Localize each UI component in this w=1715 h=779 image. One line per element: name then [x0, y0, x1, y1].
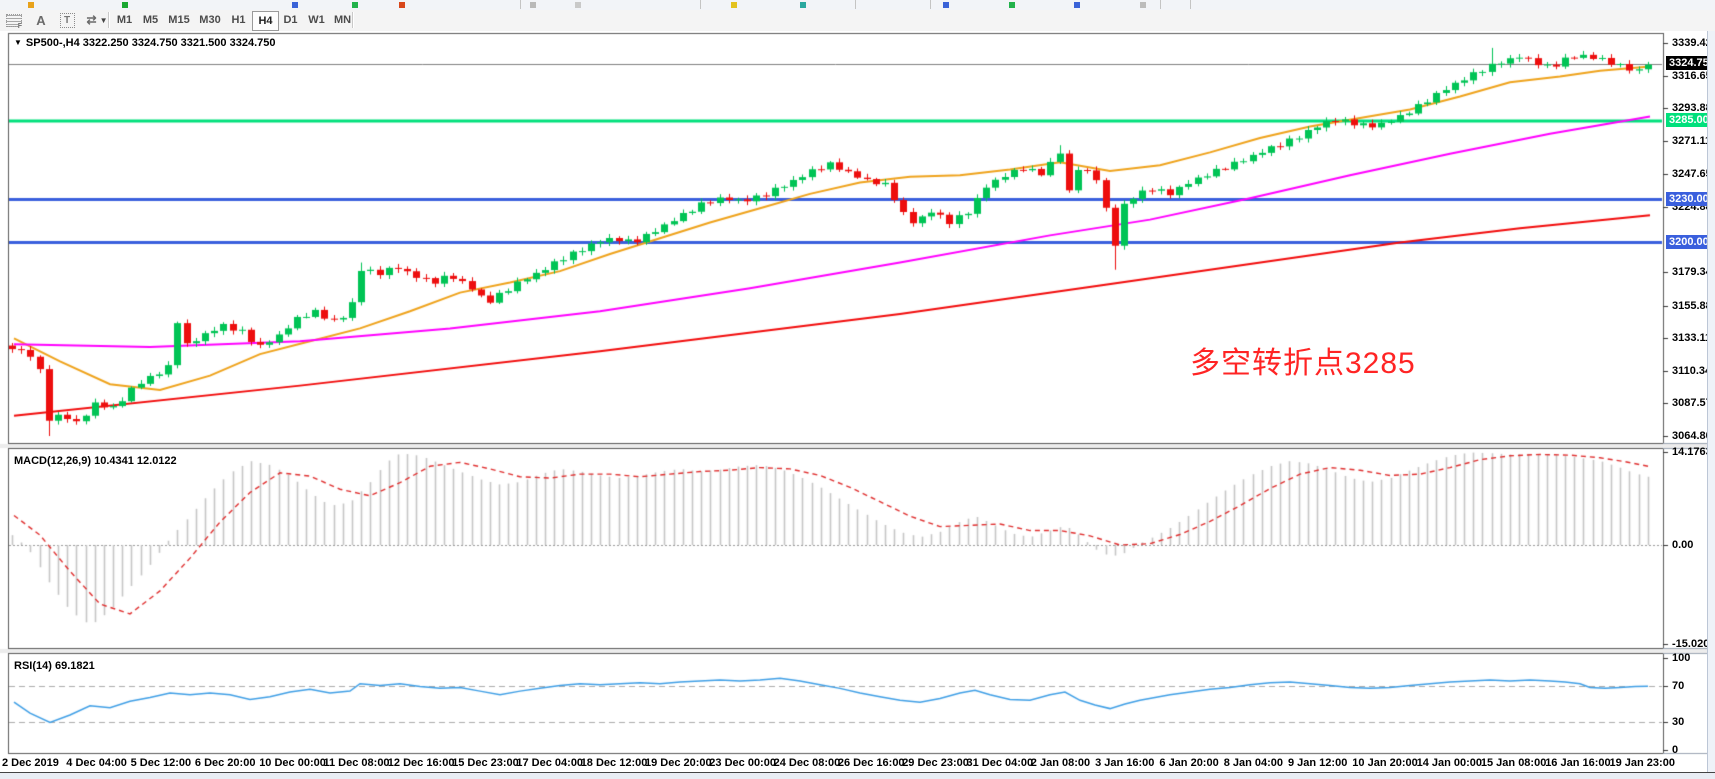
toolbar-separator	[930, 0, 931, 9]
time-tick-label: 5 Dec 12:00	[130, 757, 192, 769]
toolbar-fragment-icon	[731, 2, 737, 8]
time-tick-label: 19 Dec 20:00	[645, 757, 712, 769]
price-tick-label: 3087.570	[1672, 397, 1715, 410]
timeframe-button-mn[interactable]: MN	[333, 14, 352, 26]
time-tick-label: 16 Jan 16:00	[1545, 757, 1611, 769]
price-tick-label: 3064.800	[1672, 430, 1715, 442]
toolbar-separator	[700, 0, 701, 9]
rsi-scale-label: 30	[1672, 716, 1685, 729]
toolbar-fragment-icon	[292, 2, 298, 8]
timeframe-button-d1[interactable]: D1	[283, 14, 298, 26]
price-tick-label: 3110.340	[1672, 364, 1715, 377]
arrows-glyph: ⇄	[86, 13, 97, 27]
time-tick-label: 4 Dec 04:00	[66, 757, 127, 769]
draw-arrows-icon[interactable]: ⇄ ▼	[82, 11, 112, 29]
toolbar-fragment-icon	[352, 2, 358, 8]
toolbar-separator	[108, 12, 109, 28]
time-tick-label: 26 Dec 16:00	[837, 757, 905, 769]
price-tick-label: 3293.880	[1672, 102, 1715, 115]
rsi-scale-label: 100	[1672, 652, 1691, 664]
time-tick-label: 3 Jan 16:00	[1095, 757, 1155, 769]
price-level-tag: 3230.000	[1666, 191, 1715, 206]
grid-icon: F	[6, 13, 22, 30]
timeframe-button-m5[interactable]: M5	[142, 14, 159, 26]
toolbar-separator	[520, 0, 521, 9]
indicator-grid-icon[interactable]: F	[3, 11, 25, 30]
macd-scale-label: 0.00	[1672, 539, 1694, 551]
chart-client-area: ▼ SP500-,H4 3322.250 3324.750 3321.500 33…	[0, 31, 1715, 779]
chart-annotation-text: 多空转折点3285	[1190, 347, 1416, 380]
timeframe-button-m15[interactable]: M15	[168, 14, 190, 26]
chart-canvas[interactable]	[0, 31, 1715, 779]
toolbar-fragment-icon	[943, 2, 949, 8]
timeframe-button-m30[interactable]: M30	[199, 14, 221, 26]
time-tick-label: 11 Dec 08:00	[323, 757, 390, 769]
time-tick-label: 18 Dec 12:00	[580, 757, 648, 769]
window-right-frame	[1707, 31, 1715, 779]
time-tick-label: 19 Jan 23:00	[1609, 757, 1675, 769]
toolbar-fragment-icon	[28, 2, 34, 8]
toolbar-fragment-icon	[575, 2, 581, 8]
chart-toolbar: F A T ⇄ ▼ M1 M5 M15 M30 H1 H4 D1 W1 MN	[0, 10, 1715, 32]
text-label-icon[interactable]: A	[36, 12, 46, 28]
text-box-icon[interactable]: T	[56, 11, 78, 29]
price-tick-label: 3247.650	[1672, 168, 1715, 181]
time-tick-label: 17 Dec 04:00	[516, 757, 584, 769]
time-tick-label: 29 Dec 23:00	[902, 757, 969, 769]
time-tick-label: 10 Dec 00:00	[259, 757, 326, 769]
time-tick-label: 12 Dec 16:00	[387, 757, 455, 769]
time-tick-label: 2 Jan 08:00	[1030, 757, 1091, 769]
dropdown-caret-icon[interactable]: ▼	[99, 15, 108, 25]
toolbar-fragment-icon	[399, 2, 405, 8]
macd-scale-label: 14.1763	[1672, 446, 1712, 458]
toolbar-separator	[352, 12, 353, 28]
time-tick-label: 6 Dec 20:00	[194, 757, 256, 769]
time-tick-label: 14 Jan 00:00	[1416, 757, 1483, 769]
price-tick-label: 3179.340	[1672, 266, 1715, 279]
window-bottom-frame	[0, 772, 1715, 779]
price-tick-label: 3155.880	[1672, 299, 1715, 312]
price-level-tag: 3285.000	[1666, 112, 1715, 127]
symbol-collapse-icon[interactable]: ▼	[14, 38, 22, 47]
toolbar-separator	[855, 0, 856, 9]
price-tick-label: 3133.110	[1672, 332, 1715, 345]
timeframe-button-h1[interactable]: H1	[231, 14, 246, 26]
toolbar-fragment-icon	[530, 2, 536, 8]
toolbar-fragment-icon	[1074, 2, 1080, 8]
time-tick-label: 15 Dec 23:00	[452, 757, 519, 769]
time-tick-label: 6 Jan 20:00	[1159, 757, 1219, 769]
time-tick-label: 15 Jan 08:00	[1480, 757, 1547, 769]
macd-scale-label: -15.0202	[1672, 637, 1715, 650]
toolbar-fragment-icon	[1009, 2, 1015, 8]
price-tick-label: 3271.110	[1672, 134, 1715, 147]
time-tick-label: 31 Dec 04:00	[966, 757, 1034, 769]
time-tick-label: 23 Dec 00:00	[709, 757, 776, 769]
rsi-scale-label: 0	[1672, 744, 1679, 756]
macd-label: MACD(12,26,9) 10.4341 12.0122	[14, 455, 177, 467]
price-tick-label: 3316.650	[1672, 69, 1715, 82]
time-tick-label: 10 Jan 20:00	[1352, 757, 1418, 769]
toolbar-separator	[1190, 0, 1191, 9]
time-tick-label: 24 Dec 08:00	[773, 757, 841, 769]
timeframe-button-h4[interactable]: H4	[252, 11, 279, 31]
price-level-tag: 3324.750	[1666, 55, 1715, 70]
toolbar-fragment-icon	[1140, 2, 1146, 8]
timeframe-button-m1[interactable]: M1	[116, 14, 133, 26]
toolbar-fragment-icon	[800, 2, 806, 8]
time-tick-label: 9 Jan 12:00	[1288, 757, 1348, 769]
rsi-label: RSI(14) 69.1821	[14, 660, 95, 672]
price-level-tag: 3200.000	[1666, 234, 1715, 249]
toolbar-separator	[1160, 0, 1161, 9]
toolbar-fragment-icon	[122, 2, 128, 8]
price-tick-label: 3339.420	[1672, 37, 1715, 49]
rsi-scale-label: 70	[1672, 679, 1685, 692]
time-tick-label: 8 Jan 04:00	[1223, 757, 1284, 769]
symbol-ohlc-line: ▼ SP500-,H4 3322.250 3324.750 3321.500 33…	[14, 37, 276, 49]
time-tick-label: 2 Dec 2019	[2, 757, 59, 769]
timeframe-button-w1[interactable]: W1	[308, 14, 325, 26]
